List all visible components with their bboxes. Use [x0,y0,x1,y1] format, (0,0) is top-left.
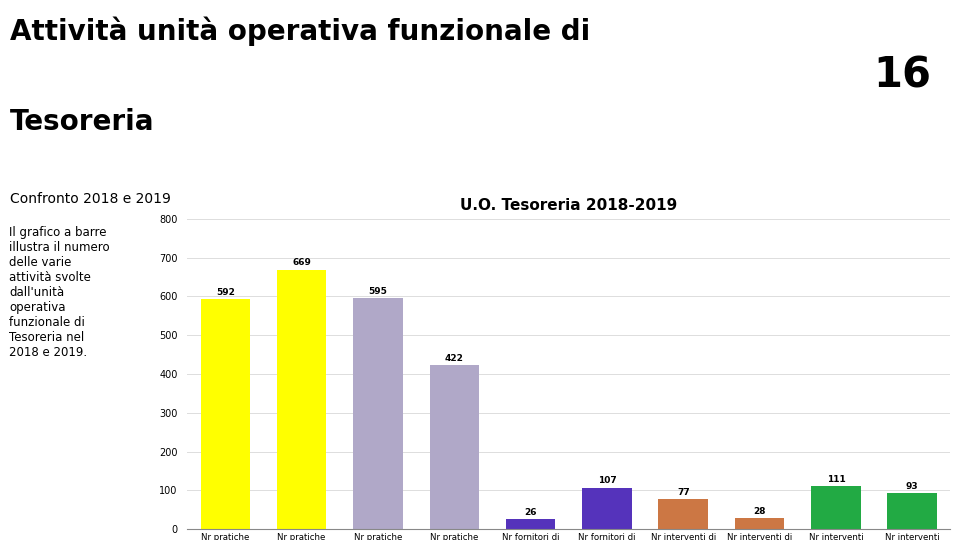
Bar [582,488,632,529]
Text: Il grafico a barre
illustra il numero
delle varie
attività svolte
dall'unità
ope: Il grafico a barre illustra il numero de… [9,226,109,359]
Text: 107: 107 [597,476,616,485]
Text: Attività unità operativa funzionale di: Attività unità operativa funzionale di [10,16,589,46]
Bar [887,493,937,529]
Text: 93: 93 [906,482,919,491]
Bar [429,366,479,529]
Text: 26: 26 [524,508,537,517]
Text: 595: 595 [369,287,388,296]
Title: U.O. Tesoreria 2018-2019: U.O. Tesoreria 2018-2019 [460,198,678,213]
Bar [353,298,403,529]
Bar [734,518,784,529]
Bar [811,486,861,529]
Text: Confronto 2018 e 2019: Confronto 2018 e 2019 [10,192,171,206]
Bar [659,500,708,529]
Bar [201,299,251,529]
Bar [276,269,326,529]
Bar [506,519,556,529]
Text: Tesoreria: Tesoreria [10,108,155,136]
Text: 111: 111 [827,475,846,484]
Text: 422: 422 [444,354,464,363]
Text: 16: 16 [874,55,931,97]
Text: 77: 77 [677,488,689,497]
Text: 669: 669 [292,258,311,267]
Text: 28: 28 [754,507,766,516]
Text: 592: 592 [216,288,235,297]
